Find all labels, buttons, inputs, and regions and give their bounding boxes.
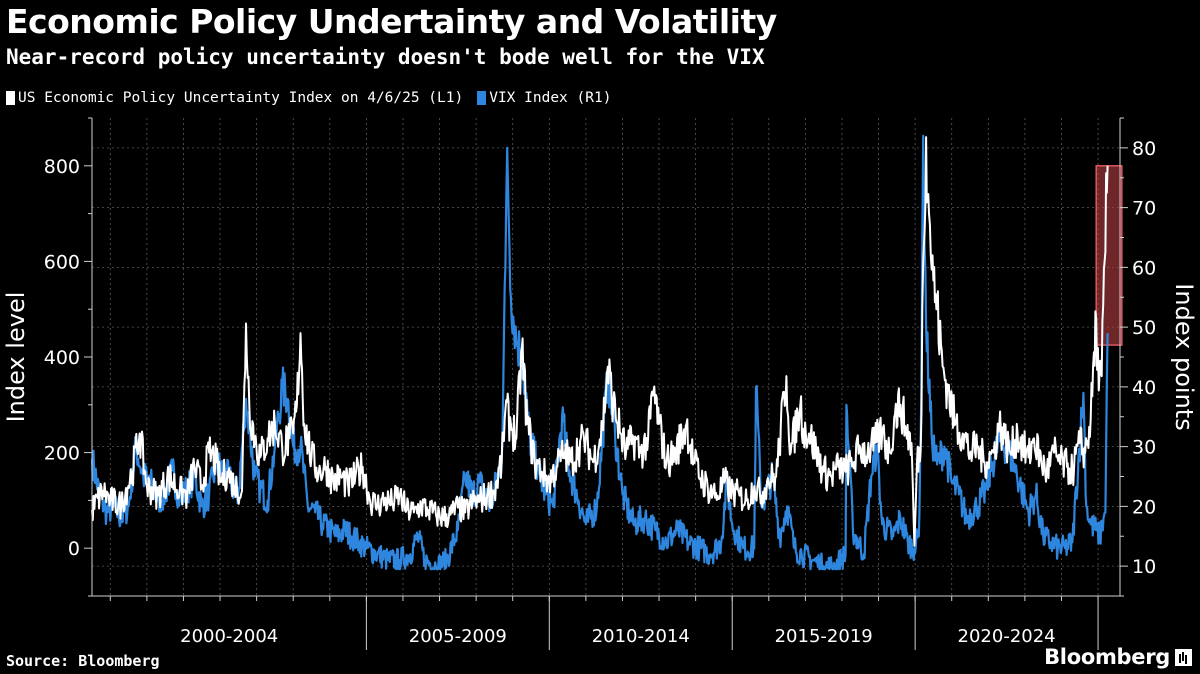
bloomberg-logo: Bloomberg [1044,645,1192,669]
y-axis-label-left: Index level [2,292,30,423]
series-line-epu [91,136,1109,547]
chart-subtitle: Near-record policy uncertainty doesn't b… [6,45,765,69]
right-tick-label: 30 [1132,437,1156,459]
right-tick-label: 50 [1132,317,1156,339]
right-tick-label: 10 [1132,556,1156,578]
series-line-vix [90,134,1109,571]
legend-label-epu: US Economic Policy Uncertainty Index on … [18,90,464,106]
legend-item-epu: US Economic Policy Uncertainty Index on … [6,90,463,106]
left-tick-label: 800 [44,156,80,178]
x-period-label: 2000-2004 [180,626,278,647]
chart-icon [1175,648,1192,666]
x-period-label: 2005-2009 [409,626,507,647]
source-note: Source: Bloomberg [6,652,160,670]
left-tick-label: 600 [44,251,80,273]
left-tick-label: 200 [44,443,80,465]
highlight-box [1095,165,1123,346]
x-period-label: 2015-2019 [775,626,873,647]
right-tick-label: 40 [1132,377,1156,399]
x-period-label: 2020-2024 [958,626,1056,647]
legend-item-vix: VIX Index (R1) [477,90,611,106]
right-tick-label: 20 [1132,496,1156,518]
legend-label-vix: VIX Index (R1) [489,90,612,106]
legend-swatch-vix [477,91,487,105]
right-tick-label: 80 [1132,138,1156,160]
left-tick-label: 0 [68,538,80,560]
legend-swatch-epu [6,91,15,105]
right-tick-label: 60 [1132,257,1156,279]
brand-label: Bloomberg [1044,645,1170,669]
chart-title: Economic Policy Undertainty and Volatili… [6,2,777,41]
x-period-label: 2010-2014 [592,626,690,647]
legend: US Economic Policy Uncertainty Index on … [6,90,625,106]
left-tick-label: 400 [44,347,80,369]
y-axis-label-right: Index points [1170,283,1198,430]
right-tick-label: 70 [1132,198,1156,220]
